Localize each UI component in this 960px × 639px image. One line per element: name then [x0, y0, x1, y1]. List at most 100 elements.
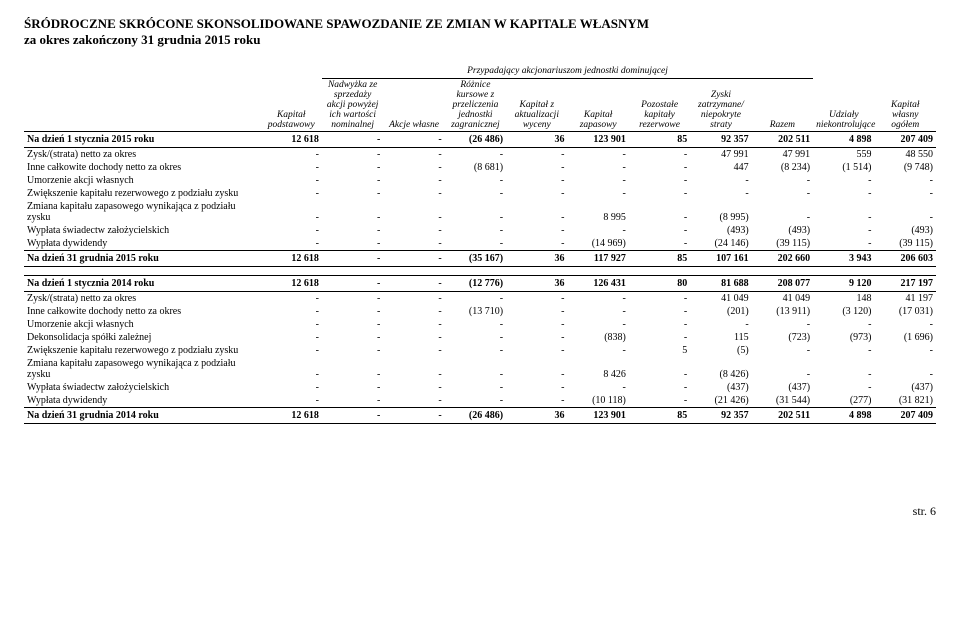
cell-value: - [383, 276, 444, 292]
cell-value: - [322, 174, 383, 187]
cell-value: (35 167) [445, 251, 506, 267]
cell-value: 47 991 [752, 148, 813, 162]
row-label: Na dzień 1 stycznia 2015 roku [24, 132, 261, 148]
cell-value: (493) [690, 224, 751, 237]
cell-value: - [567, 381, 628, 394]
cell-value: 12 618 [261, 251, 322, 267]
cell-value: (12 776) [445, 276, 506, 292]
row-label: Inne całkowite dochody netto za okres [24, 305, 261, 318]
cell-value: - [383, 381, 444, 394]
row-label: Zmiana kapitału zapasowego wynikająca z … [24, 200, 261, 224]
page-subtitle: za okres zakończony 31 grudnia 2015 roku [24, 32, 936, 48]
cell-value: - [874, 318, 936, 331]
cell-value: - [445, 174, 506, 187]
cell-value: - [629, 237, 690, 251]
table-row: Zysk/(strata) netto za okres-------47 99… [24, 148, 936, 162]
cell-value: 85 [629, 251, 690, 267]
cell-value: - [874, 344, 936, 357]
cell-value: - [567, 344, 628, 357]
page-title: ŚRÓDROCZNE SKRÓCONE SKONSOLIDOWANE SPAWO… [24, 16, 936, 32]
cell-value: - [874, 174, 936, 187]
cell-value: (437) [752, 381, 813, 394]
cell-value: 207 409 [874, 132, 936, 148]
cell-value: - [629, 174, 690, 187]
cell-value: 447 [690, 161, 751, 174]
cell-value: - [506, 292, 567, 306]
cell-value: - [629, 200, 690, 224]
cell-value: - [322, 318, 383, 331]
cell-value: - [261, 292, 322, 306]
cell-value: - [445, 381, 506, 394]
cell-value: 107 161 [690, 251, 751, 267]
col-header: Kapitał zapasowy [567, 79, 628, 132]
cell-value: (8 995) [690, 200, 751, 224]
cell-value: - [506, 344, 567, 357]
row-label: Zwiększenie kapitału rezerwowego z podzi… [24, 344, 261, 357]
cell-value: (201) [690, 305, 751, 318]
cell-value: (973) [813, 331, 874, 344]
cell-value: - [445, 292, 506, 306]
cell-value: - [261, 344, 322, 357]
cell-value: (1 514) [813, 161, 874, 174]
col-header: Kapitał podstawowy [261, 79, 322, 132]
cell-value: - [261, 381, 322, 394]
cell-value: - [506, 318, 567, 331]
table-row: Wypłata dywidendy-----(14 969)-(24 146)(… [24, 237, 936, 251]
cell-value: - [383, 357, 444, 381]
cell-value: - [383, 200, 444, 224]
cell-value: - [261, 394, 322, 408]
cell-value: 41 197 [874, 292, 936, 306]
cell-value: - [506, 331, 567, 344]
cell-value: (437) [874, 381, 936, 394]
cell-value: 202 511 [752, 132, 813, 148]
table-row: Umorzenie akcji własnych----------- [24, 318, 936, 331]
cell-value: 148 [813, 292, 874, 306]
cell-value: 48 550 [874, 148, 936, 162]
col-header: Razem [752, 79, 813, 132]
cell-value: - [322, 408, 383, 424]
cell-value: - [322, 224, 383, 237]
table-row: Wypłata dywidendy-----(10 118)-(21 426)(… [24, 394, 936, 408]
cell-value: (838) [567, 331, 628, 344]
cell-value: (493) [752, 224, 813, 237]
cell-value: 8 995 [567, 200, 628, 224]
row-label: Na dzień 1 stycznia 2014 roku [24, 276, 261, 292]
cell-value: (31 544) [752, 394, 813, 408]
cell-value: - [322, 357, 383, 381]
cell-value: (3 120) [813, 305, 874, 318]
cell-value: (13 911) [752, 305, 813, 318]
cell-value: - [752, 174, 813, 187]
cell-value: 9 120 [813, 276, 874, 292]
cell-value: - [322, 276, 383, 292]
cell-value: - [506, 305, 567, 318]
section-header-row: Na dzień 1 stycznia 2014 roku12 618--(12… [24, 276, 936, 292]
cell-value: - [383, 161, 444, 174]
cell-value: - [752, 200, 813, 224]
cell-value: - [813, 237, 874, 251]
cell-value: 85 [629, 408, 690, 424]
cell-value: (8 234) [752, 161, 813, 174]
cell-value: - [261, 187, 322, 200]
cell-value: 81 688 [690, 276, 751, 292]
cell-value: - [629, 148, 690, 162]
row-label: Na dzień 31 grudnia 2014 roku [24, 408, 261, 424]
row-label: Zmiana kapitału zapasowego wynikająca z … [24, 357, 261, 381]
cell-value: - [874, 187, 936, 200]
cell-value: - [567, 292, 628, 306]
cell-value: - [322, 237, 383, 251]
table-row: Zmiana kapitału zapasowego wynikająca z … [24, 200, 936, 224]
cell-value: - [752, 357, 813, 381]
cell-value: (26 486) [445, 132, 506, 148]
col-header: Zyski zatrzymane/ niepokryte straty [690, 79, 751, 132]
cell-value: - [690, 318, 751, 331]
col-header: Kapitał własny ogółem [874, 79, 936, 132]
cell-value: 217 197 [874, 276, 936, 292]
cell-value: - [813, 200, 874, 224]
cell-value: - [261, 161, 322, 174]
cell-value: (17 031) [874, 305, 936, 318]
cell-value: - [567, 161, 628, 174]
cell-value: (24 146) [690, 237, 751, 251]
cell-value: - [445, 237, 506, 251]
equity-changes-table: Przypadający akcjonariuszom jednostki do… [24, 65, 936, 424]
col-header: Nadwyżka ze sprzedaży akcji powyżej ich … [322, 79, 383, 132]
